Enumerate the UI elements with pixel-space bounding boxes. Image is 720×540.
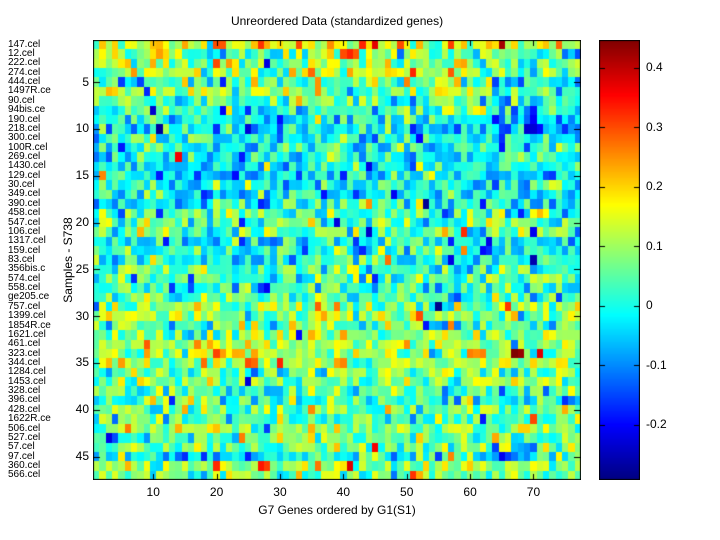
y-axis-tick-label: 10: [75, 121, 89, 136]
y-axis-tick-label: 5: [82, 74, 89, 89]
x-axis-tick-label: 50: [400, 485, 414, 499]
y-axis-sample-label: 97.cel: [8, 450, 35, 462]
y-axis-sample-label: 129.cel: [8, 169, 41, 181]
y-axis-sample-label: 1621.cel: [8, 328, 46, 340]
y-axis-sample-label: 300.cel: [8, 132, 41, 144]
y-axis-tick-label: 15: [75, 168, 89, 183]
colorbar-tick-label: -0.2: [646, 417, 667, 432]
y-axis-sample-label: 1284.cel: [8, 366, 46, 378]
y-axis-tick-label: 30: [75, 308, 89, 323]
y-axis-sample-label: 94bis.ce: [8, 104, 46, 116]
y-axis-sample-label: 1854R.ce: [8, 319, 51, 331]
y-axis-sample-label: 558.cel: [8, 282, 41, 294]
colorbar-tick-label: 0.3: [646, 119, 663, 134]
y-axis-sample-label: 100R.cel: [8, 141, 48, 153]
y-axis-sample-label: 12.cel: [8, 48, 35, 60]
y-axis-sample-label: 1622R.ce: [8, 413, 51, 425]
colorbar-tick-label: 0: [646, 298, 653, 313]
y-axis-sample-label: 323.cel: [8, 347, 41, 359]
y-axis-sample-label: 328.cel: [8, 385, 41, 397]
y-axis-sample-label: ge205.ce: [8, 291, 50, 303]
y-axis-sample-label: 1497R.ce: [8, 85, 51, 97]
y-axis-sample-label: 360.cel: [8, 459, 41, 471]
x-axis-tick-label: 20: [209, 485, 224, 499]
y-axis-sample-label: 428.cel: [8, 403, 41, 415]
y-axis-sample-label: 106.cel: [8, 225, 41, 237]
y-axis-sample-label: 269.cel: [8, 151, 41, 163]
y-axis-sample-label: 90.cel: [8, 94, 35, 106]
y-axis-tick-label: 20: [75, 215, 89, 230]
x-axis-tick-label: 70: [526, 485, 541, 499]
y-axis-sample-label: 396.cel: [8, 394, 41, 406]
y-axis-sample-label: 1317.cel: [8, 235, 46, 247]
y-axis-sample-label: 218.cel: [8, 122, 41, 134]
y-axis-sample-label: 222.cel: [8, 57, 41, 69]
y-axis-sample-label: 274.cel: [8, 66, 41, 78]
y-axis-sample-label: 566.cel: [8, 469, 41, 481]
heatmap-canvas: [93, 40, 581, 480]
y-axis-sample-label: 190.cel: [8, 113, 41, 125]
chart-title: Unreordered Data (standardized genes): [230, 14, 444, 28]
y-axis-label: Samples - S738: [61, 217, 75, 303]
colorbar-canvas: [599, 40, 640, 480]
y-axis-sample-label: 1453.cel: [8, 375, 46, 387]
x-axis-tick-label: 60: [463, 485, 477, 499]
x-axis-tick-label: 10: [146, 485, 160, 499]
colorbar-tick-label: -0.1: [646, 357, 667, 372]
y-axis-tick-label: 40: [75, 402, 89, 417]
y-axis-sample-label: 390.cel: [8, 197, 41, 209]
y-axis-sample-label: 1399.cel: [8, 310, 46, 322]
y-axis-sample-label: 574.cel: [8, 272, 41, 284]
y-axis-sample-label: 344.cel: [8, 356, 41, 368]
x-axis-tick-label: 30: [273, 485, 287, 499]
y-axis-sample-label: 147.cel: [8, 38, 41, 50]
colorbar-tick-label: 0.4: [646, 60, 663, 75]
colorbar-tick-label: 0.2: [646, 179, 663, 194]
y-axis-tick-label: 25: [75, 261, 89, 276]
y-axis-sample-label: 444.cel: [8, 76, 41, 88]
colorbar-tick-label: 0.1: [646, 238, 663, 253]
y-axis-sample-label: 757.cel: [8, 300, 41, 312]
y-axis-sample-label: 349.cel: [8, 188, 41, 200]
x-axis-label: G7 Genes ordered by G1(S1): [258, 503, 416, 517]
y-axis-sample-label: 57.cel: [8, 441, 35, 453]
y-axis-sample-label: 159.cel: [8, 244, 41, 256]
y-axis-sample-label: 527.cel: [8, 431, 41, 443]
x-axis-tick-label: 40: [336, 485, 350, 499]
y-axis-sample-label: 356bis.c: [8, 263, 46, 275]
y-axis-sample-label: 458.cel: [8, 207, 41, 219]
y-axis-sample-label: 1430.cel: [8, 160, 46, 172]
y-axis-sample-label: 83.cel: [8, 254, 35, 265]
y-axis-sample-label: 461.cel: [8, 338, 41, 350]
y-axis-sample-label: 547.cel: [8, 216, 41, 228]
y-axis-tick-label: 45: [75, 449, 89, 464]
y-axis-tick-label: 35: [75, 355, 89, 370]
y-axis-sample-label: 30.cel: [8, 179, 35, 191]
y-axis-sample-label: 506.cel: [8, 422, 41, 434]
